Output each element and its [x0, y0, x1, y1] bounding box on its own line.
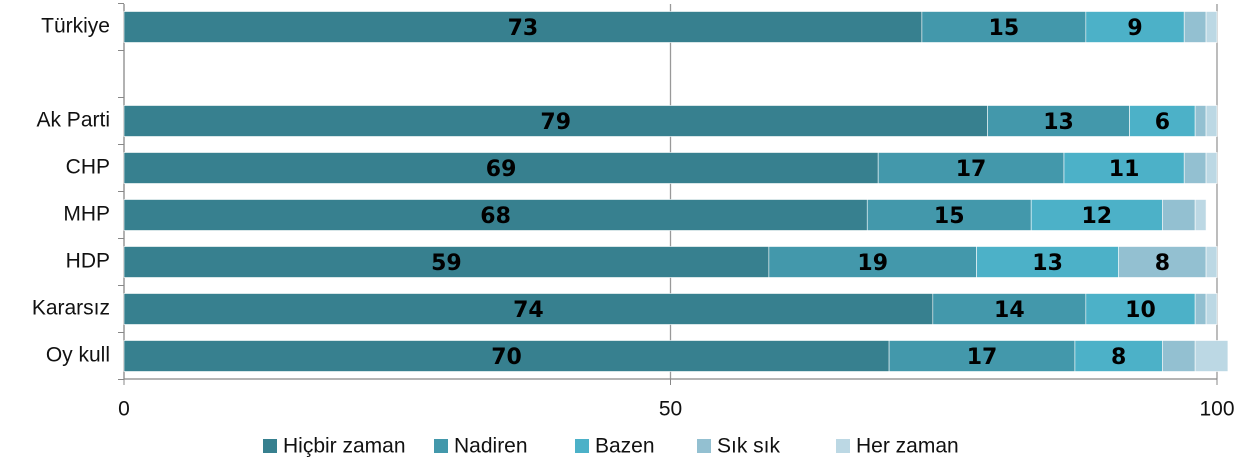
bar-segment	[1162, 199, 1196, 231]
category-label: Türkiye	[41, 15, 110, 38]
legend-swatch	[836, 439, 850, 453]
bar-segment	[768, 246, 977, 278]
data-label: 8	[1111, 345, 1126, 370]
data-label: 17	[956, 157, 987, 182]
bar-segment	[1205, 246, 1218, 278]
category-label: MHP	[63, 203, 110, 226]
data-label: 13	[1043, 110, 1074, 135]
data-label: 68	[480, 204, 511, 229]
bar-segment	[866, 199, 1032, 231]
bar-segment	[1194, 105, 1207, 137]
category-label: Ak Parti	[36, 109, 110, 132]
data-label: 74	[513, 298, 544, 323]
category-label: HDP	[66, 250, 110, 273]
bar-segment	[1205, 293, 1218, 325]
legend-label: Her zaman	[856, 435, 959, 458]
data-label: 79	[540, 110, 571, 135]
data-label: 70	[491, 345, 522, 370]
legend-swatch	[263, 439, 277, 453]
bar-segment	[1074, 340, 1163, 372]
data-label: 17	[967, 345, 998, 370]
data-label: 13	[1032, 251, 1063, 276]
bar-segment	[1205, 105, 1218, 137]
data-label: 19	[857, 251, 888, 276]
bar-segment	[123, 199, 868, 231]
legend-label: Hiçbir zaman	[283, 435, 406, 458]
data-label: 15	[989, 16, 1020, 41]
bar-segment	[1030, 199, 1163, 231]
bar-segment	[123, 11, 923, 43]
x-tick-label: 100	[1199, 398, 1234, 421]
data-label: 59	[431, 251, 462, 276]
bar-segment	[932, 293, 1087, 325]
bar-segment	[1194, 340, 1229, 372]
legend-swatch	[575, 439, 589, 453]
legend-label: Nadiren	[454, 435, 528, 458]
bar-segment	[1118, 246, 1207, 278]
data-label: 10	[1125, 298, 1156, 323]
bar-segment	[123, 246, 770, 278]
bar-segment	[123, 105, 988, 137]
x-tick-label: 50	[659, 398, 682, 421]
bar-segment	[1162, 340, 1196, 372]
bar-segment	[1183, 152, 1207, 184]
category-label: CHP	[66, 156, 110, 179]
category-label: Kararsız	[32, 297, 110, 320]
bar-segment	[1183, 11, 1207, 43]
data-label: 11	[1109, 157, 1140, 182]
bar-segment	[976, 246, 1119, 278]
bar-segment	[987, 105, 1130, 137]
data-label: 12	[1081, 204, 1112, 229]
data-label: 9	[1127, 16, 1142, 41]
bar-segment	[888, 340, 1076, 372]
legend-swatch	[697, 439, 711, 453]
data-label: 8	[1155, 251, 1170, 276]
bar-segment	[921, 11, 1087, 43]
data-label: 73	[508, 16, 539, 41]
legend-label: Sık sık	[717, 435, 781, 458]
bar-segment	[1194, 199, 1207, 231]
data-label: 14	[994, 298, 1025, 323]
bar-segment	[1085, 293, 1196, 325]
bar-segment	[123, 293, 934, 325]
bar-segment	[123, 152, 879, 184]
bar-segment	[877, 152, 1065, 184]
legend-label: Bazen	[595, 435, 655, 458]
x-tick-label: 0	[118, 398, 130, 421]
bar-segment	[1129, 105, 1196, 137]
data-label: 69	[486, 157, 517, 182]
bar-segment	[1194, 293, 1207, 325]
data-label: 6	[1155, 110, 1170, 135]
bar-segment	[1063, 152, 1185, 184]
bar-segment	[1085, 11, 1185, 43]
category-label: Oy kull	[46, 344, 110, 367]
bar-segment	[1205, 152, 1218, 184]
bar-segment	[1205, 11, 1218, 43]
legend-swatch	[434, 439, 448, 453]
data-label: 15	[934, 204, 965, 229]
bar-segment	[123, 340, 890, 372]
